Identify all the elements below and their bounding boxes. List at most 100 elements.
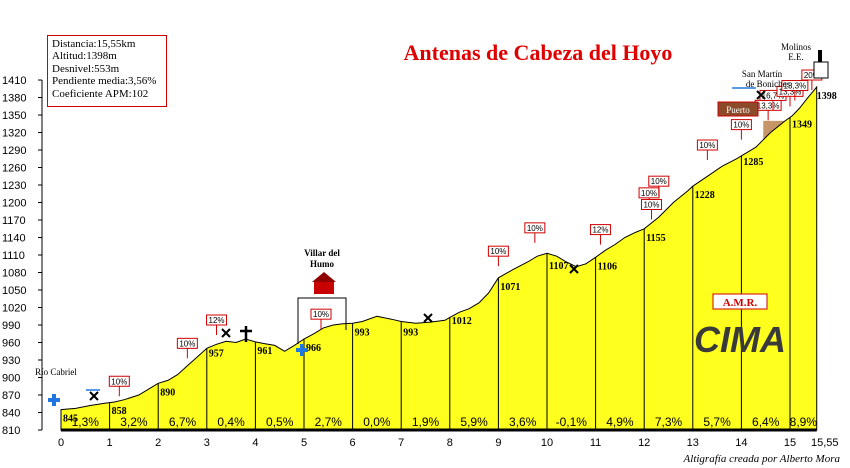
ramp-label: 10%	[490, 247, 506, 256]
puerto-tag-bg	[717, 101, 759, 117]
elevation-label: 1071	[500, 282, 520, 293]
church-icon	[312, 272, 336, 294]
segment-gradient-label: 8,9%	[790, 415, 818, 429]
water-icon	[296, 344, 308, 356]
water-icon	[48, 394, 60, 406]
elevation-profile	[60, 85, 818, 431]
elevation-label: 1107	[549, 261, 568, 272]
y-tick-label: 990	[2, 320, 20, 332]
puerto-label: Puerto	[726, 105, 750, 115]
distance-value: Distancia:15,55km	[52, 38, 136, 50]
y-tick-label: 840	[2, 408, 20, 420]
segment-gradient-label: 3,6%	[509, 415, 537, 429]
y-tick-label: 1230	[2, 180, 26, 192]
x-tick-label: 6	[350, 437, 356, 449]
y-tick-label: 1140	[2, 233, 26, 245]
y-tick-label: 900	[2, 373, 20, 385]
ramp-label: 10%	[651, 177, 667, 186]
crossroad-icon	[569, 264, 579, 274]
y-tick-label: 1020	[2, 303, 26, 315]
y-tick-label: 1170	[2, 215, 26, 227]
ramp-label: 12%	[592, 226, 608, 235]
segment-gradient-label: 4,9%	[606, 415, 634, 429]
elevation-label: 1012	[452, 316, 472, 327]
ramp-label: 10%	[179, 339, 195, 348]
bridge-icon	[813, 50, 829, 79]
villar-label-2: Humo	[310, 259, 335, 269]
x-tick-label: 13	[687, 437, 699, 449]
elevation-label: 845	[63, 414, 78, 425]
x-tick-label: 12	[638, 437, 650, 449]
amr-tag-bg	[712, 293, 768, 310]
x-tick-label: 4	[252, 437, 258, 449]
ramp-label: 12%	[209, 316, 225, 325]
ramp-label: 13,3%	[779, 87, 802, 96]
elevation-label: 1398	[817, 91, 837, 102]
x-tick-label: 14	[735, 437, 747, 449]
elevation-label: 1155	[646, 233, 665, 244]
avg-gradient-value: Pendiente media:3,56%	[52, 75, 157, 88]
x-tick-label: 15	[784, 437, 796, 449]
x-tick-label: 9	[495, 437, 501, 449]
x-tick-label: 5	[301, 437, 307, 449]
segment-gradient-label: 1,9%	[412, 415, 440, 429]
san-martin-label-1: San Martín	[742, 69, 783, 79]
segment-gradients: 1,3% 3,2% 6,7% 0,4% 0,5% 2,7% 0,0% 1,9% 5,9% 3,6%…	[72, 415, 818, 429]
segment-gradient-label: 0,0%	[363, 415, 391, 429]
elevation-label: 1285	[743, 157, 763, 168]
x-tick-label: 3	[204, 437, 210, 449]
x-tick-label: 10	[541, 437, 553, 449]
y-tick-label: 1410	[2, 75, 26, 87]
ramp-label: 10%	[641, 189, 657, 198]
ramp-label: 13,3%	[757, 101, 780, 110]
crossroad-icon	[221, 328, 231, 338]
ramp-labels: 10% 10% 12% 10% 10% 10% 12% 10% 10% 10% 10% 10% 13,3…	[108, 69, 823, 397]
villar-label-1: Villar del	[304, 248, 340, 258]
village-bracket	[297, 297, 347, 344]
elevation-label: 858	[112, 406, 127, 417]
elevation-label: 1228	[695, 190, 715, 201]
segment-dividers	[61, 117, 817, 432]
x-tick-label: 8	[447, 437, 453, 449]
elevation-label: 993	[355, 327, 370, 338]
elevation-label: 1106	[598, 261, 617, 272]
elevation-labels: 845 858 890 957 961 966 993 993 1012 1071 1107 1106…	[63, 91, 837, 425]
ramp-label: 13,3%	[784, 82, 807, 91]
x-tick-label: 0	[58, 437, 64, 449]
rio-cabriel-label: Río Cabriel	[35, 367, 77, 377]
y-tick-label: 1320	[2, 128, 26, 140]
credit-text: Altigrafía creada por Alberto Mora	[683, 453, 841, 465]
crossroad-icon	[732, 87, 766, 100]
y-tick-label: 1050	[2, 285, 26, 297]
y-tick-label: 1290	[2, 145, 26, 157]
y-tick-label: 1350	[2, 110, 26, 122]
elevation-label: 957	[209, 348, 224, 359]
y-tick-label: 930	[2, 355, 20, 367]
x-tick-label: 2	[155, 437, 161, 449]
elevation-label: 966	[306, 343, 321, 354]
san-martin-label-2: de Boniches	[746, 79, 791, 89]
segment-gradient-label: -0,1%	[556, 415, 588, 429]
ramp-label: 10%	[313, 310, 329, 319]
ramp-label: 20%	[804, 71, 820, 80]
elevation-gain-value: Desnivel:553m	[52, 62, 120, 75]
x-axis: 0 1 2 3 4 5 6 7 8 9 10 11 12 13 14 15 15,55	[58, 437, 839, 449]
segment-gradient-label: 6,7%	[169, 415, 197, 429]
segment-gradient-label: 0,5%	[266, 415, 294, 429]
ramp-label: 10%	[643, 201, 659, 210]
apm-coefficient-value: Coeficiente APM:102	[52, 87, 149, 100]
crossroad-icon	[86, 389, 100, 401]
altitude-value: Altitud:1398m	[52, 50, 117, 63]
x-tick-label: 11	[590, 437, 601, 449]
segment-gradient-label: 0,4%	[217, 415, 245, 429]
elevation-label: 1349	[792, 120, 812, 131]
y-tick-label: 1200	[2, 198, 26, 210]
ramp-label: 10%	[527, 224, 543, 233]
molinos-label-2: E.E.	[788, 52, 804, 62]
elevation-label: 890	[160, 387, 175, 398]
molinos-label-1: Molinos	[781, 42, 812, 52]
x-tick-label: 15,55	[811, 437, 839, 449]
chart-title: Antenas de Cabeza del Hoyo	[404, 40, 673, 65]
elevation-label: 993	[403, 327, 418, 338]
